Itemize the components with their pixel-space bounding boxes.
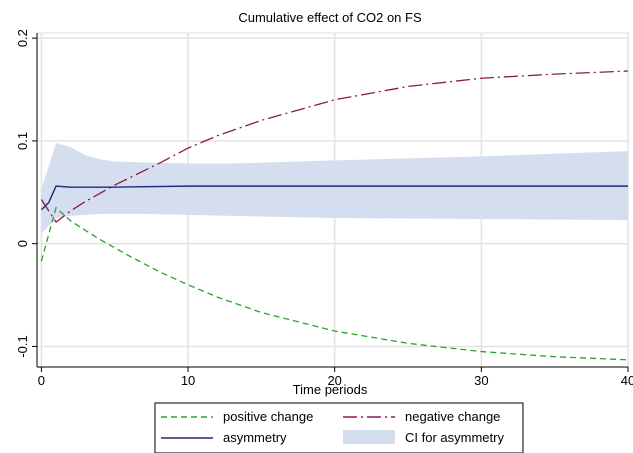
y-tick-label: 0.2 xyxy=(15,29,30,47)
legend-label: CI for asymmetry xyxy=(405,430,504,445)
y-tick-label: 0 xyxy=(15,240,30,247)
ci-band xyxy=(41,142,628,234)
x-tick-label: 40 xyxy=(621,373,633,388)
legend: positive change negative change asymmetry C… xyxy=(154,402,524,453)
series-line-negative-change xyxy=(40,70,629,224)
x-axis-label: Time periods xyxy=(293,382,368,397)
legend-swatch xyxy=(343,430,395,444)
x-tick-label: 30 xyxy=(474,373,488,388)
y-tick-label: -0.1 xyxy=(15,335,30,357)
series-line-asymmetry xyxy=(40,185,628,211)
x-tick-label: 0 xyxy=(38,373,45,388)
legend-label: asymmetry xyxy=(223,430,287,445)
series-line-positive-change xyxy=(40,206,629,361)
legend-label: negative change xyxy=(405,409,500,424)
chart-title: Cumulative effect of CO2 on FS xyxy=(238,10,422,25)
x-tick-label: 10 xyxy=(181,373,195,388)
x-tick-label: 20 xyxy=(327,373,341,388)
y-tick-label: 0.1 xyxy=(15,132,30,150)
plot-area: 0 10 20 30 40 -0.1 0 0.1 0.2 xyxy=(15,29,633,388)
legend-box xyxy=(154,402,524,453)
legend-label: positive change xyxy=(223,409,313,424)
